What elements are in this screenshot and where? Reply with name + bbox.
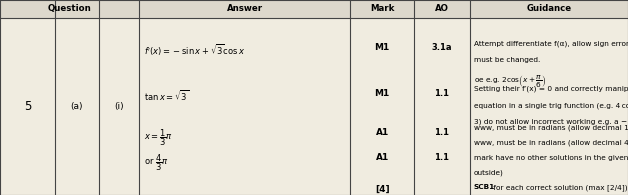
Text: M1: M1 [374, 89, 390, 98]
Text: AO: AO [435, 4, 449, 13]
Text: 1.1: 1.1 [435, 128, 449, 137]
Text: 3.1a: 3.1a [431, 43, 452, 52]
Text: 3) do not allow incorrect working e.g. a − b = 0 ⇒ a² − b² = 0: 3) do not allow incorrect working e.g. a… [474, 117, 628, 125]
Text: oe e.g. $2\cos\!\left(x + \dfrac{\pi}{6}\right)$: oe e.g. $2\cos\!\left(x + \dfrac{\pi}{6}… [474, 73, 546, 89]
Text: Attempt differentiate f(α), allow sign errors but both trig functions: Attempt differentiate f(α), allow sign e… [474, 41, 628, 47]
Text: Setting their f′(x) = 0 and correctly manipulating to reach an: Setting their f′(x) = 0 and correctly ma… [474, 85, 628, 92]
Text: Mark: Mark [370, 4, 394, 13]
Text: M1: M1 [374, 43, 390, 52]
Text: www, must be in radians (allow decimal 4.19 3sf), and for this: www, must be in radians (allow decimal 4… [474, 139, 628, 146]
Bar [0, 0, 628, 18]
Text: 5: 5 [24, 100, 31, 113]
Text: SCB1: SCB1 [474, 184, 495, 190]
Text: equation in a single trig function (e.g. 4 cos² x = 1 or 4 sin² x =: equation in a single trig function (e.g.… [474, 101, 628, 109]
Text: Guidance: Guidance [526, 4, 571, 13]
Text: 1.1: 1.1 [435, 152, 449, 161]
Text: A1: A1 [376, 152, 389, 161]
Text: outside): outside) [474, 169, 504, 176]
Text: $f'(x) = -\sin x + \sqrt{3}\cos x$: $f'(x) = -\sin x + \sqrt{3}\cos x$ [144, 43, 246, 58]
Text: for each correct solution (max [2/4]) if insufficient or no: for each correct solution (max [2/4]) if… [491, 184, 628, 191]
Text: www, must be in radians (allow decimal 1.05 3sf): www, must be in radians (allow decimal 1… [474, 124, 628, 131]
Text: must be changed.: must be changed. [474, 57, 540, 63]
Text: [4]: [4] [375, 184, 389, 193]
Text: Question: Question [48, 4, 92, 13]
Text: (a): (a) [71, 102, 83, 111]
Text: $\tan x = \sqrt{3}$: $\tan x = \sqrt{3}$ [144, 89, 190, 103]
Text: Answer: Answer [227, 4, 263, 13]
Text: $x = \dfrac{1}{3}\pi$: $x = \dfrac{1}{3}\pi$ [144, 128, 173, 148]
Text: mark have no other solutions in the given range (ignore any: mark have no other solutions in the give… [474, 154, 628, 161]
Text: 1.1: 1.1 [435, 89, 449, 98]
Text: or $\dfrac{4}{3}\pi$: or $\dfrac{4}{3}\pi$ [144, 152, 169, 173]
Text: A1: A1 [376, 128, 389, 137]
Text: (i): (i) [114, 102, 124, 111]
